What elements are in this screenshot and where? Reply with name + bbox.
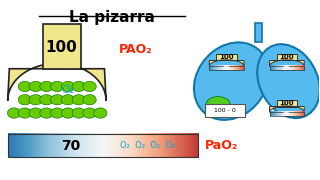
Ellipse shape xyxy=(18,108,32,118)
Ellipse shape xyxy=(51,95,64,105)
Ellipse shape xyxy=(94,108,107,118)
Text: 70: 70 xyxy=(61,139,81,153)
Text: PaO₂: PaO₂ xyxy=(204,139,238,152)
FancyBboxPatch shape xyxy=(276,54,297,60)
Ellipse shape xyxy=(194,42,269,120)
Ellipse shape xyxy=(29,81,42,92)
Ellipse shape xyxy=(61,95,75,105)
Ellipse shape xyxy=(40,108,53,118)
Text: O₂: O₂ xyxy=(61,85,75,95)
Polygon shape xyxy=(269,106,304,112)
Ellipse shape xyxy=(72,95,85,105)
Ellipse shape xyxy=(257,44,320,118)
FancyBboxPatch shape xyxy=(205,104,245,118)
Text: 100: 100 xyxy=(46,40,77,55)
Polygon shape xyxy=(269,60,304,66)
Text: 85: 85 xyxy=(283,112,291,117)
Text: 85: 85 xyxy=(223,66,230,71)
Ellipse shape xyxy=(29,108,42,118)
Polygon shape xyxy=(209,60,244,66)
Ellipse shape xyxy=(83,81,96,92)
Polygon shape xyxy=(43,24,81,69)
Ellipse shape xyxy=(83,95,96,105)
FancyBboxPatch shape xyxy=(254,23,261,42)
Text: 100: 100 xyxy=(280,54,294,60)
Ellipse shape xyxy=(72,108,85,118)
Text: 100: 100 xyxy=(280,100,294,106)
Ellipse shape xyxy=(7,108,21,118)
Text: 100: 100 xyxy=(219,54,234,60)
Ellipse shape xyxy=(40,81,53,92)
Ellipse shape xyxy=(40,95,53,105)
Ellipse shape xyxy=(206,97,230,112)
Ellipse shape xyxy=(18,95,32,105)
Ellipse shape xyxy=(18,81,32,92)
Ellipse shape xyxy=(61,108,75,118)
Ellipse shape xyxy=(61,81,75,92)
Text: 85: 85 xyxy=(283,66,291,71)
FancyBboxPatch shape xyxy=(276,100,297,107)
Text: PAO₂: PAO₂ xyxy=(119,43,152,56)
FancyBboxPatch shape xyxy=(216,54,237,60)
Ellipse shape xyxy=(51,81,64,92)
Text: 100 - 0: 100 - 0 xyxy=(214,108,236,113)
Ellipse shape xyxy=(83,108,96,118)
Polygon shape xyxy=(8,63,106,101)
Ellipse shape xyxy=(72,81,85,92)
Ellipse shape xyxy=(51,108,64,118)
Text: O₂  O₂  O₂  O₂: O₂ O₂ O₂ O₂ xyxy=(120,141,175,150)
Ellipse shape xyxy=(29,95,42,105)
Text: La pizarra: La pizarra xyxy=(69,10,155,25)
